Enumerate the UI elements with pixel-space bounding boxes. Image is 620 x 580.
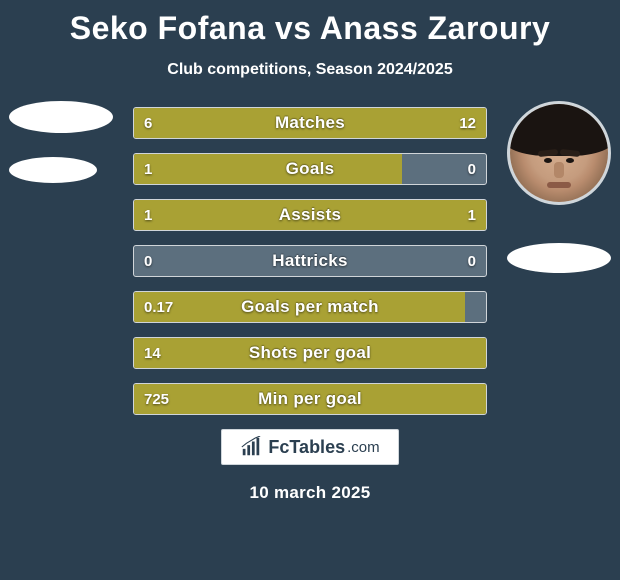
metric-row: 0.17Goals per match (133, 291, 487, 323)
avatar-placeholder-icon (9, 101, 113, 133)
metrics-bars: 612Matches 10Goals 11Assists 00Hattricks 0.1… (133, 107, 487, 415)
metric-row: 14Shots per goal (133, 337, 487, 369)
metric-label: Goals per match (134, 292, 486, 322)
metric-label: Matches (134, 108, 486, 138)
brand-name: FcTables (268, 437, 345, 458)
club-placeholder-icon (9, 157, 97, 183)
metric-row: 11Assists (133, 199, 487, 231)
player-right-avatar (507, 101, 611, 205)
metric-label: Hattricks (134, 246, 486, 276)
metric-label: Goals (134, 154, 486, 184)
brand-domain: .com (347, 439, 380, 456)
metric-row: 725Min per goal (133, 383, 487, 415)
club-placeholder-icon (507, 243, 611, 273)
date-text: 10 march 2025 (249, 483, 370, 503)
metric-row: 10Goals (133, 153, 487, 185)
metric-row: 612Matches (133, 107, 487, 139)
player-left-avatar-placeholder (9, 101, 113, 183)
brand-badge: FcTables.com (221, 429, 398, 465)
player-left-column (6, 101, 116, 183)
metric-row: 00Hattricks (133, 245, 487, 277)
page-title: Seko Fofana vs Anass Zaroury (0, 0, 620, 47)
player-right-column (504, 101, 614, 273)
footer: FcTables.com 10 march 2025 (0, 429, 620, 503)
avatar-face-icon (510, 104, 608, 202)
metric-label: Min per goal (134, 384, 486, 414)
subtitle: Club competitions, Season 2024/2025 (0, 61, 620, 79)
comparison-stage: 612Matches 10Goals 11Assists 00Hattricks 0.1… (0, 107, 620, 415)
metric-label: Shots per goal (134, 338, 486, 368)
metric-label: Assists (134, 200, 486, 230)
brand-chart-icon (240, 436, 262, 458)
